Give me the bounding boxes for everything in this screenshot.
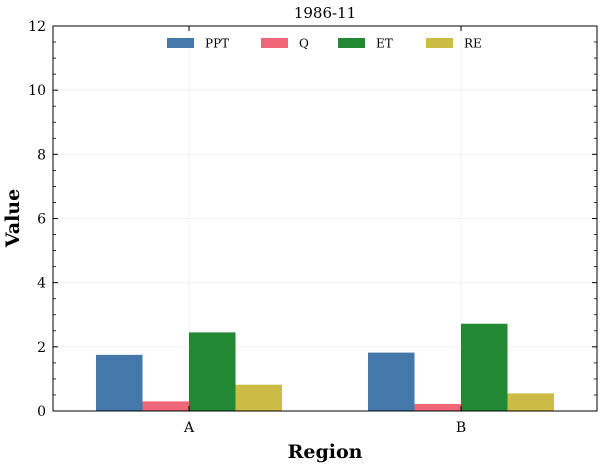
legend-swatch-re [426,38,453,48]
bar-ppt-a [96,354,143,411]
legend-swatch-ppt [167,38,194,48]
y-axis-title: Value [2,189,24,248]
y-tick-label: 2 [37,340,46,356]
y-tick-label: 0 [37,404,46,420]
bar-et-a [189,332,236,411]
bar-ppt-b [368,352,415,411]
chart-title: 1986-11 [294,4,356,22]
y-tick-label: 10 [28,83,46,99]
bar-re-a [235,384,282,411]
bars [96,323,554,411]
bar-re-b [507,393,554,411]
grid-lines [53,25,597,412]
y-tick-label: 12 [28,19,46,35]
legend: PPT Q ET RE [167,37,482,51]
bar-et-b [461,323,508,411]
bar-q-a [142,401,189,411]
x-axis-title: Region [288,441,363,463]
bar-q-b [414,403,461,411]
legend-swatch-q [261,38,288,48]
x-tick-label: B [456,420,466,436]
legend-swatch-et [338,38,365,48]
y-tick-label: 8 [37,147,46,163]
x-tick-label: A [183,420,195,436]
legend-label-ppt: PPT [205,37,229,51]
y-tick-label: 4 [37,276,46,292]
legend-label-q: Q [299,37,309,51]
y-axis: 0 2 4 6 8 10 12 [28,19,597,420]
legend-label-et: ET [376,37,393,51]
legend-label-re: RE [464,37,482,51]
y-tick-label: 6 [37,212,46,228]
